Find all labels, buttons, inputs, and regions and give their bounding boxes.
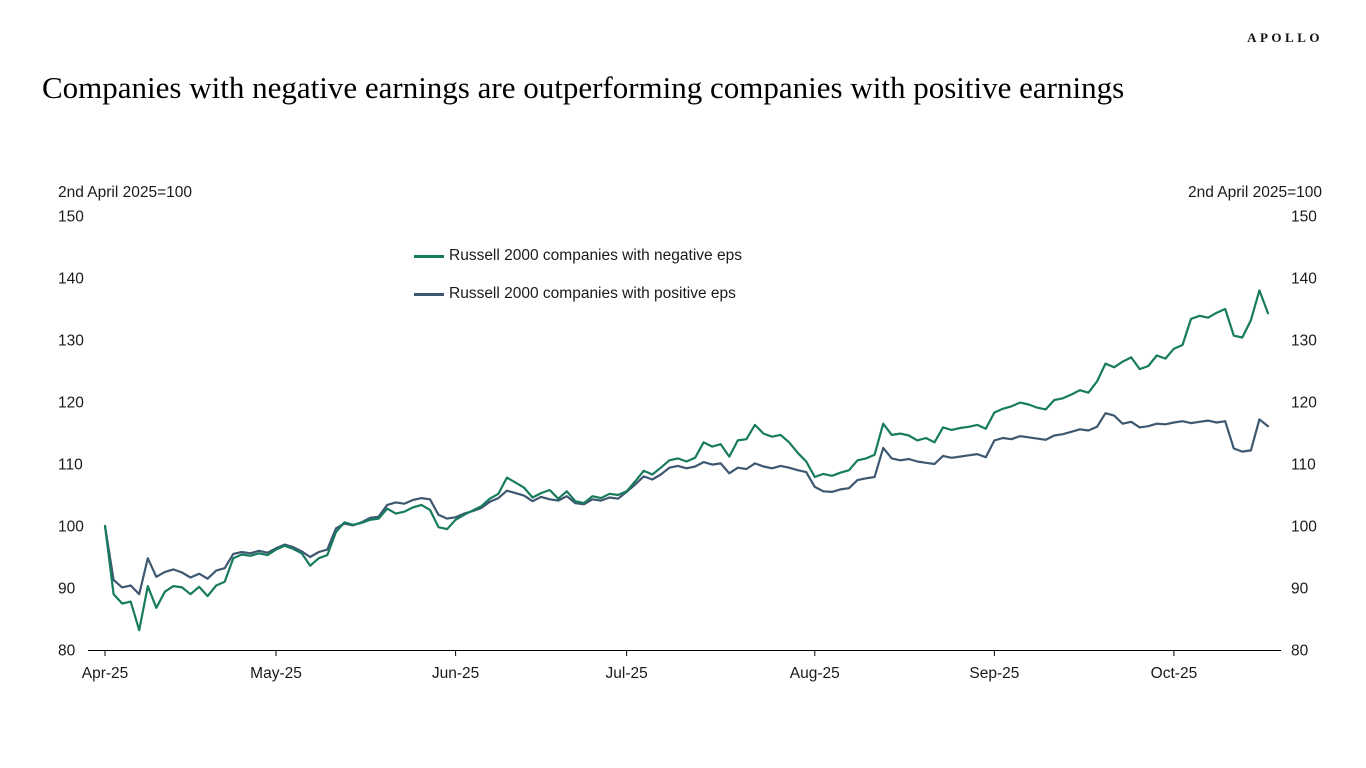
x-tick-label: May-25 [250,665,302,682]
axis-note-right: 2nd April 2025=100 [1187,184,1322,201]
series-line [103,412,1270,596]
chart-title: Companies with negative earnings are out… [42,70,1125,105]
y-tick-label-left: 140 [58,271,84,288]
x-tick-label: Oct-25 [1151,665,1198,682]
legend-label: Russell 2000 companies with positive eps [449,285,736,302]
y-tick-label-right: 110 [1291,457,1316,474]
x-tick-label: Sep-25 [969,665,1019,682]
x-tick-label: Jun-25 [432,665,479,682]
y-tick-label-left: 90 [58,581,76,598]
apollo-logo: APOLLO [1247,30,1323,45]
y-tick-label-left: 110 [58,457,83,474]
y-tick-label-right: 150 [1291,209,1317,226]
legend-item-negative-eps: Russell 2000 companies with negative eps [414,247,742,265]
y-tick-label-left: 120 [58,395,84,412]
y-tick-label-right: 120 [1291,395,1317,412]
x-tick-label: Aug-25 [790,665,840,682]
x-tick-label: Apr-25 [82,665,129,682]
y-tick-label-right: 140 [1291,271,1317,288]
y-tick-label-left: 80 [58,643,76,660]
x-tick-label: Jul-25 [606,665,648,682]
y-tick-label-right: 130 [1291,333,1317,350]
legend-label: Russell 2000 companies with negative eps [449,247,742,264]
legend-swatch [414,254,444,258]
y-tick-label-left: 130 [58,333,84,350]
axis-note-left: 2nd April 2025=100 [58,184,193,201]
y-tick-label-right: 80 [1291,643,1309,660]
y-tick-label-right: 100 [1291,519,1317,536]
legend-swatch [414,292,444,296]
legend-item-positive-eps: Russell 2000 companies with positive eps [414,285,742,303]
y-tick-label-left: 100 [58,519,84,536]
y-tick-label-left: 150 [58,209,84,226]
series-line [103,289,1270,632]
y-tick-label-right: 90 [1291,581,1309,598]
chart-legend: Russell 2000 companies with negative eps… [414,247,742,323]
